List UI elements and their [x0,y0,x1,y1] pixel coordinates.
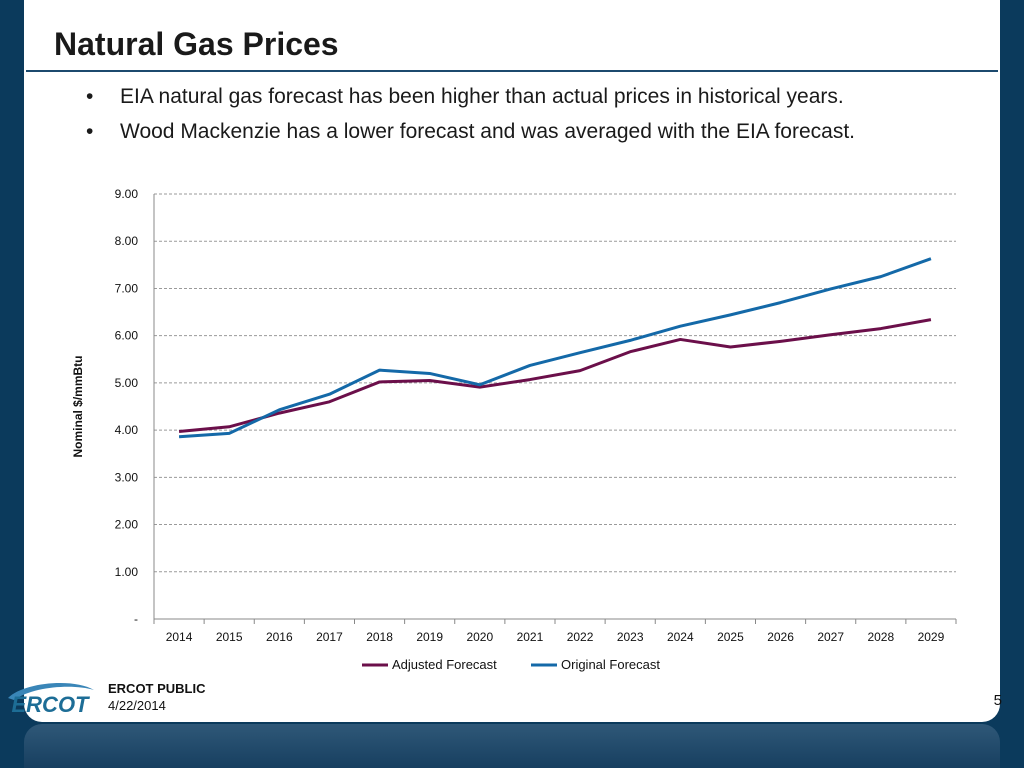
data-point [178,430,181,433]
data-point [629,339,632,342]
data-point [829,333,832,336]
data-point [679,338,682,341]
data-point [278,412,281,415]
data-point [579,369,582,372]
x-tick-label: 2022 [567,630,594,644]
data-point [929,257,932,260]
bullet-item: EIA natural gas forecast has been higher… [86,84,855,110]
x-tick-label: 2018 [366,630,393,644]
x-tick-label: 2029 [918,630,945,644]
x-tick-label: 2027 [817,630,844,644]
x-tick-label: 2017 [316,630,343,644]
y-tick-label: - [134,612,138,626]
x-tick-label: 2025 [717,630,744,644]
x-tick-label: 2024 [667,630,694,644]
y-tick-label: 2.00 [115,518,139,532]
data-point [328,393,331,396]
ercot-logo: ERCOT [8,683,94,717]
y-tick-label: 5.00 [115,376,139,390]
data-point [328,400,331,403]
y-tick-label: 9.00 [115,187,139,201]
gas-price-line-chart: - 1.00 2.00 3.00 4.00 5.00 6.00 7.00 8.00 9.00 201… [71,187,957,672]
data-point [428,379,431,382]
series-line-2 [178,257,932,439]
data-point [629,350,632,353]
x-tick-label: 2014 [166,630,193,644]
data-point [478,383,481,386]
y-tick-label: 7.00 [115,281,139,295]
slide-title: Natural Gas Prices [54,26,339,62]
y-axis-label: Nominal $/mmBtu [71,355,85,457]
legend-label: Original Forecast [561,657,660,672]
title-divider [26,70,998,72]
footer-classification: ERCOT PUBLIC [108,681,206,696]
x-tick-label: 2016 [266,630,293,644]
x-tick-label: 2028 [867,630,894,644]
data-point [579,351,582,354]
y-tick-label: 6.00 [115,329,139,343]
x-tick-label: 2020 [466,630,493,644]
x-tick-label: 2019 [416,630,443,644]
data-point [929,318,932,321]
data-point [779,301,782,304]
data-point [829,287,832,290]
x-tick-label: 2021 [517,630,544,644]
data-point [378,380,381,383]
footer-band [24,724,1000,768]
data-point [178,435,181,438]
logo-swoosh-icon [8,683,94,700]
x-tick-label: 2023 [617,630,644,644]
data-point [679,325,682,328]
bullet-list: EIA natural gas forecast has been higher… [86,84,855,154]
y-tick-label: 8.00 [115,234,139,248]
slide-panel: Natural Gas Prices EIA natural gas forec… [24,0,1000,722]
y-tick-label: 3.00 [115,470,139,484]
x-tick-label: 2015 [216,630,243,644]
footer-date: 4/22/2014 [108,698,166,713]
y-tick-label: 1.00 [115,565,139,579]
y-tick-label: 4.00 [115,423,139,437]
legend-label: Adjusted Forecast [392,657,497,672]
x-tick-label: 2026 [767,630,794,644]
data-point [228,432,231,435]
data-point [729,346,732,349]
logo-text: ERCOT [12,692,91,717]
data-point [879,275,882,278]
data-point [228,425,231,428]
data-point [428,372,431,375]
data-point [879,327,882,330]
bullet-item: Wood Mackenzie has a lower forecast and … [86,119,855,145]
data-point [779,340,782,343]
data-point [528,364,531,367]
data-point [729,313,732,316]
data-point [378,369,381,372]
series-line-1 [178,318,932,434]
data-point [528,378,531,381]
data-point [278,408,281,411]
page-number: 5 [993,692,1002,709]
